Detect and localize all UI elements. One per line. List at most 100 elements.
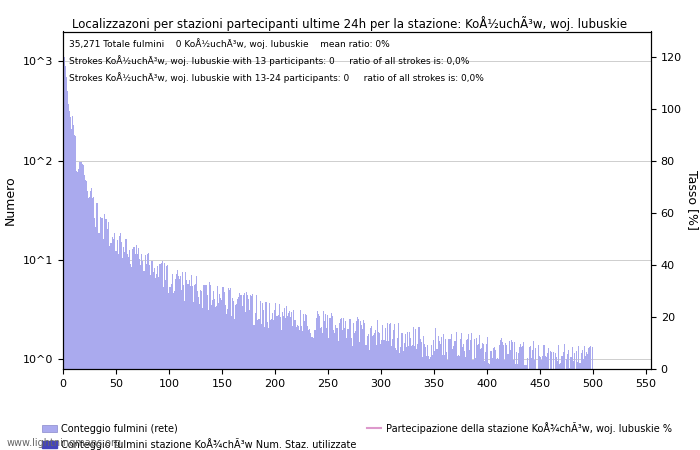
Bar <box>433 340 434 450</box>
Bar <box>344 328 345 450</box>
Bar <box>407 332 408 450</box>
Bar <box>447 360 448 450</box>
Bar <box>396 350 398 450</box>
Bar <box>290 317 291 450</box>
Bar <box>158 277 159 450</box>
Bar <box>456 356 458 450</box>
Bar <box>124 252 125 450</box>
Bar <box>584 356 586 450</box>
Bar <box>355 331 356 450</box>
Bar <box>461 333 462 450</box>
Bar <box>413 327 414 450</box>
Bar <box>153 268 155 450</box>
Bar <box>561 356 563 450</box>
Bar <box>398 324 400 450</box>
Bar <box>414 346 415 450</box>
Bar <box>571 357 572 450</box>
Bar <box>343 319 344 450</box>
Bar <box>291 312 293 450</box>
Bar <box>499 345 500 450</box>
Bar <box>161 263 162 450</box>
Bar <box>95 227 97 450</box>
Bar <box>463 344 464 450</box>
Bar <box>235 306 236 450</box>
Bar <box>114 233 116 450</box>
Bar <box>496 359 497 450</box>
Bar <box>477 345 478 450</box>
Bar <box>491 358 493 450</box>
Bar <box>122 258 123 450</box>
Bar <box>551 352 552 450</box>
Bar <box>440 344 441 450</box>
Bar <box>439 341 440 450</box>
Bar <box>288 313 289 450</box>
Bar <box>473 339 475 450</box>
Bar <box>74 135 75 450</box>
Bar <box>374 333 375 450</box>
Bar <box>244 293 245 450</box>
Bar <box>602 416 603 450</box>
Bar <box>504 360 505 450</box>
Bar <box>241 306 243 450</box>
Bar <box>423 336 424 450</box>
Bar <box>319 315 320 450</box>
Bar <box>197 291 198 450</box>
Bar <box>443 334 444 450</box>
Bar <box>245 312 246 450</box>
Bar <box>236 304 237 450</box>
Bar <box>596 385 598 450</box>
Bar <box>70 117 71 450</box>
Bar <box>234 319 235 450</box>
Bar <box>227 309 228 450</box>
Bar <box>273 320 274 450</box>
Bar <box>142 261 143 450</box>
Bar <box>394 324 395 450</box>
Bar <box>395 348 396 450</box>
Bar <box>178 276 179 450</box>
Bar <box>275 303 276 450</box>
Bar <box>402 351 404 450</box>
Bar <box>305 314 306 450</box>
Bar <box>183 285 184 450</box>
Bar <box>125 239 126 450</box>
Bar <box>214 299 215 450</box>
Bar <box>363 320 365 450</box>
Bar <box>247 295 248 450</box>
Bar <box>258 320 260 450</box>
Bar <box>289 311 290 450</box>
Bar <box>426 356 427 450</box>
Bar <box>483 344 484 450</box>
Bar <box>430 357 431 450</box>
Bar <box>435 328 437 450</box>
Bar <box>408 346 409 450</box>
Bar <box>108 222 109 450</box>
Text: www.lightningmaps.org: www.lightningmaps.org <box>7 438 122 448</box>
Bar <box>208 310 209 450</box>
Bar <box>169 287 171 450</box>
Bar <box>389 324 390 450</box>
Bar <box>536 370 537 450</box>
Bar <box>149 265 150 450</box>
Bar <box>386 323 388 450</box>
Bar <box>379 333 380 450</box>
Bar <box>186 280 188 450</box>
Bar <box>539 356 540 450</box>
Bar <box>140 265 141 450</box>
Bar <box>508 341 510 450</box>
Bar <box>555 353 556 450</box>
Bar <box>449 339 450 450</box>
Bar <box>330 313 332 450</box>
Bar <box>298 326 299 450</box>
Bar <box>517 364 518 450</box>
Bar <box>84 175 85 450</box>
Bar <box>303 314 304 450</box>
Bar <box>588 347 589 450</box>
Bar <box>354 333 355 450</box>
Bar <box>179 279 180 450</box>
Bar <box>251 296 252 450</box>
Bar <box>77 172 78 450</box>
Bar <box>469 350 470 450</box>
Bar <box>196 276 197 450</box>
Bar <box>184 301 186 450</box>
Bar <box>545 357 547 450</box>
